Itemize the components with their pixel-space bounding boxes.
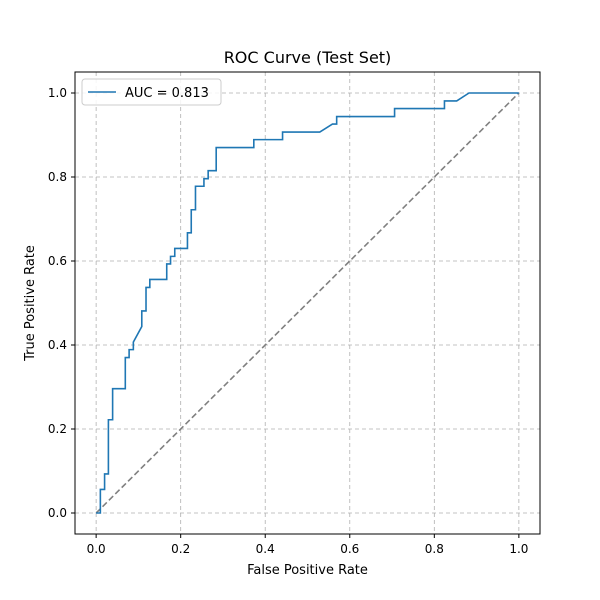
plot-frame	[74, 71, 541, 535]
legend: AUC = 0.813	[81, 78, 222, 106]
x-tick-label: 0.6	[340, 542, 359, 556]
y-tick-label: 0.2	[48, 422, 67, 436]
chance-diagonal-line	[95, 92, 520, 514]
y-tick-label: 0.4	[48, 338, 67, 352]
x-tick-label: 0.0	[87, 542, 106, 556]
series-layer	[95, 92, 520, 514]
x-tick-label: 0.8	[425, 542, 444, 556]
grid	[75, 72, 540, 534]
roc-curve-line	[96, 92, 519, 514]
x-tick-label: 0.4	[256, 542, 275, 556]
x-tick-label: 1.0	[509, 542, 528, 556]
y-tick-label: 0.0	[48, 506, 67, 520]
legend-box	[81, 78, 222, 106]
chart-title: ROC Curve (Test Set)	[224, 48, 392, 67]
y-tick-label: 0.6	[48, 254, 67, 268]
ticks: 0.0 0.2 0.4 0.6 0.8 1.0 0.0 0.2 0.4 0.6 0.8 1.0	[48, 86, 529, 556]
x-axis-label: False Positive Rate	[247, 563, 368, 578]
legend-entry: AUC = 0.813	[125, 86, 209, 101]
x-tick-label: 0.2	[171, 542, 190, 556]
y-axis-label: True Positive Rate	[23, 245, 38, 362]
y-tick-label: 1.0	[48, 86, 67, 100]
y-tick-label: 0.8	[48, 170, 67, 184]
